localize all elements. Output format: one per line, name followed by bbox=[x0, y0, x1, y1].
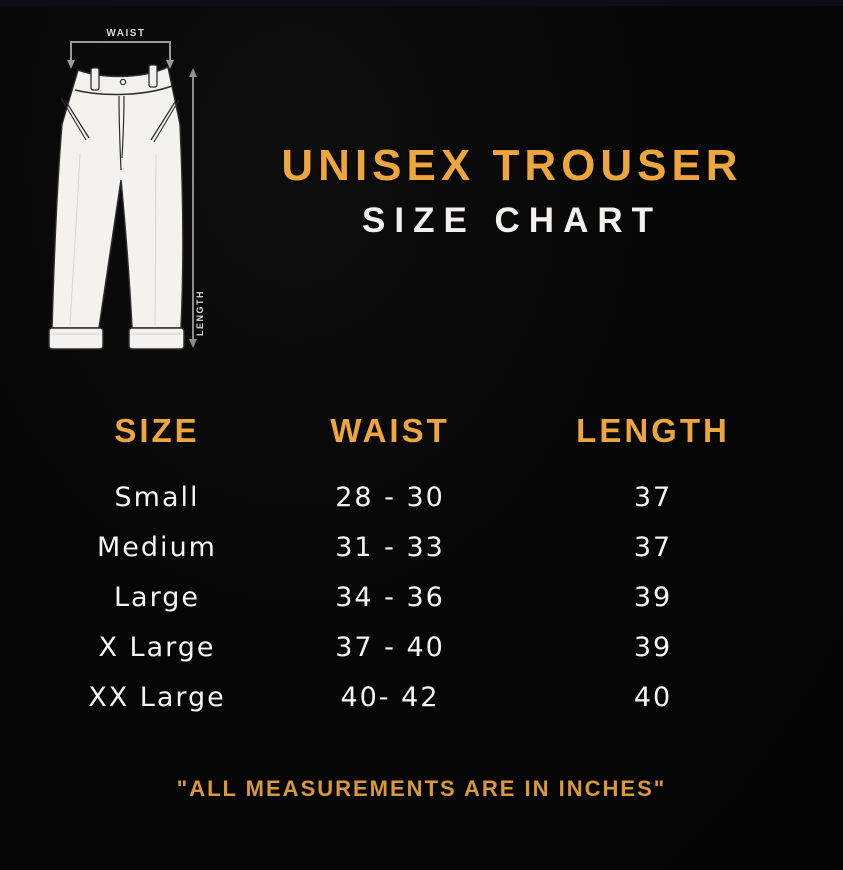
size-table: SIZE WAIST LENGTH Small 28 - 30 37 Mediu… bbox=[60, 412, 780, 722]
measurement-units-note: "ALL MEASUREMENTS ARE IN INCHES" bbox=[176, 776, 667, 801]
table-cell-length: 37 bbox=[633, 481, 673, 513]
table-cell-size: Medium bbox=[97, 531, 217, 563]
table-cell-length: 37 bbox=[633, 531, 673, 563]
table-cell-size: Large bbox=[114, 581, 200, 613]
page-title: UNISEX TROUSER bbox=[281, 141, 743, 190]
length-dimension-arrow bbox=[189, 68, 197, 348]
table-cell-size: Small bbox=[114, 481, 200, 513]
column-header-size: SIZE bbox=[114, 412, 200, 449]
trouser-illustration: WAIST bbox=[48, 28, 205, 350]
table-cell-waist: 34 - 36 bbox=[335, 581, 445, 613]
table-cell-size: XX Large bbox=[88, 681, 226, 713]
table-cell-waist: 28 - 30 bbox=[335, 481, 445, 513]
table-cell-waist: 37 - 40 bbox=[335, 631, 445, 663]
waist-dimension-label: WAIST bbox=[106, 28, 145, 39]
table-cell-size: X Large bbox=[98, 631, 216, 663]
trouser-diagram: WAIST bbox=[28, 8, 248, 370]
waist-bracket-arrowheads bbox=[67, 60, 174, 69]
table-cell-waist: 31 - 33 bbox=[335, 531, 445, 563]
trousers-shape bbox=[48, 64, 185, 350]
column-header-length: LENGTH bbox=[576, 412, 730, 449]
table-cell-length: 39 bbox=[633, 631, 673, 663]
table-cell-waist: 40- 42 bbox=[340, 681, 440, 713]
column-header-waist: WAIST bbox=[330, 412, 450, 449]
table-cell-length: 39 bbox=[633, 581, 673, 613]
table-cell-length: 40 bbox=[633, 681, 673, 713]
page-subtitle: SIZE CHART bbox=[362, 201, 662, 240]
top-edge-strip bbox=[0, 0, 843, 6]
length-dimension-label: LENGTH bbox=[195, 290, 205, 336]
waist-dimension-bracket bbox=[70, 41, 171, 60]
